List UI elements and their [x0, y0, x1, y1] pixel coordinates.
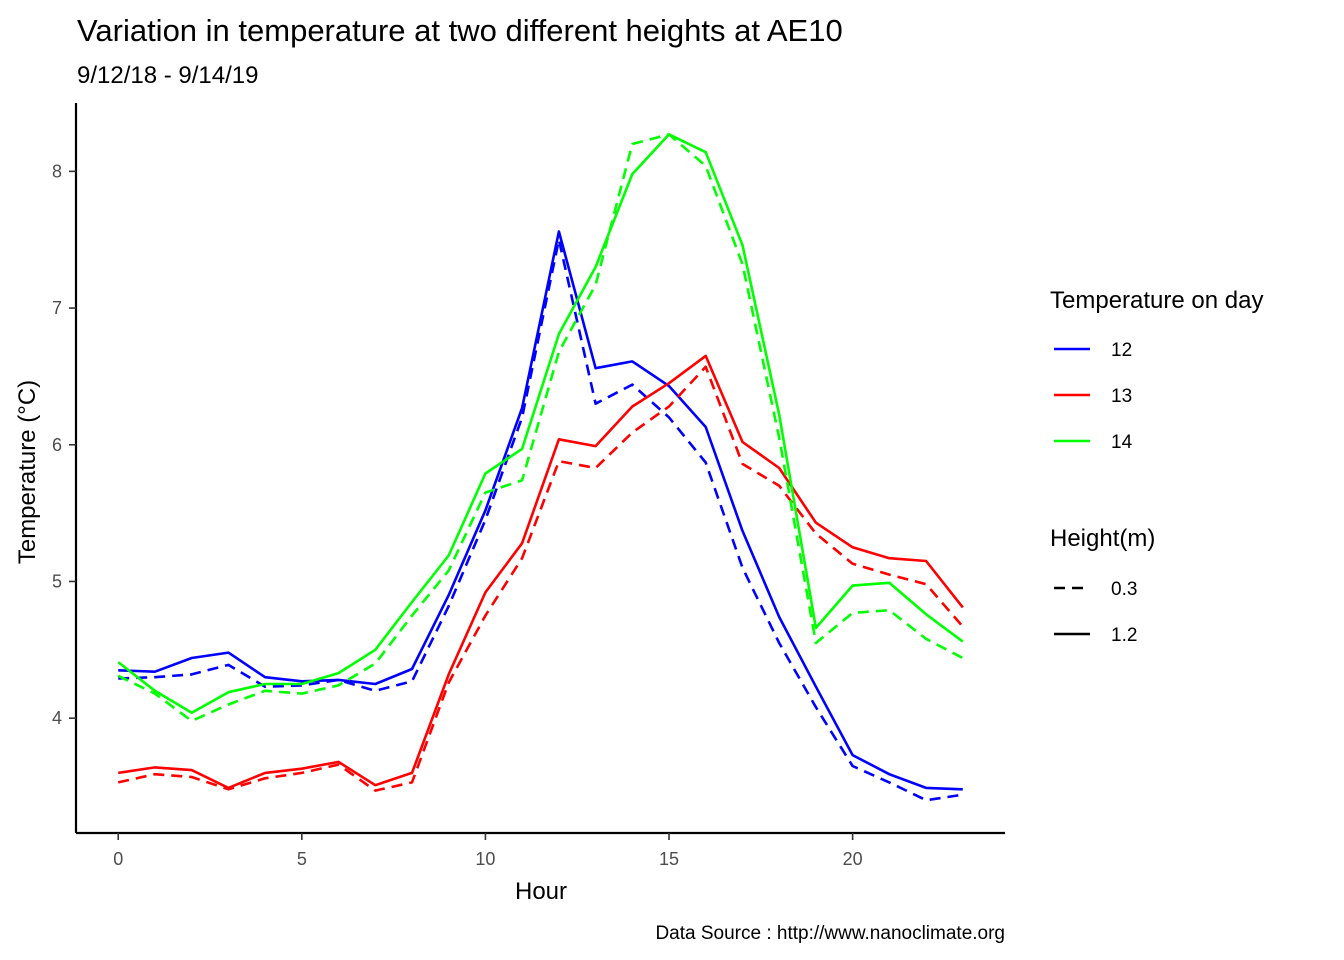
legend-label-day13: 13: [1111, 386, 1132, 407]
series-line-day13-h0_3: [117, 365, 964, 792]
legend-label-height-1_2: 1.2: [1111, 625, 1137, 646]
ticks: 0 5 10 15 20 4 5 6 7 8: [52, 161, 863, 869]
legend-color-title: Temperature on day: [1050, 287, 1263, 314]
series-line-day12-h1_2: [118, 230, 963, 791]
x-tick-label: 5: [297, 849, 307, 869]
legend-linetype-title: Height(m): [1050, 525, 1155, 552]
y-tick-label: 5: [52, 571, 62, 591]
series-line-day12-h0_3: [118, 238, 963, 802]
y-tick-label: 4: [52, 708, 62, 728]
legend-label-height-0_3: 0.3: [1111, 579, 1137, 600]
y-tick-label: 6: [52, 435, 62, 455]
plot-lines: [117, 133, 964, 802]
caption: Data Source : http://www.nanoclimate.org: [655, 923, 1005, 944]
chart-title: Variation in temperature at two differen…: [77, 13, 843, 48]
axes: [74, 103, 1005, 835]
series-line-day14-h1_2: [117, 133, 964, 715]
y-tick-label: 7: [52, 298, 62, 318]
x-tick-label: 15: [659, 849, 679, 869]
legend-label-day14: 14: [1111, 432, 1133, 453]
legend-label-day12: 12: [1111, 340, 1132, 361]
x-tick-label: 0: [113, 849, 123, 869]
chart-subtitle: 9/12/18 - 9/14/19: [77, 62, 258, 89]
legend-items: 12 13 14 0.3 1.2: [1054, 340, 1137, 646]
x-tick-label: 10: [475, 849, 495, 869]
x-axis-title: Hour: [515, 878, 567, 905]
legend: Temperature on day Height(m) 12 13 14 0.3 1.…: [1050, 287, 1263, 646]
y-tick-label: 8: [52, 161, 62, 181]
x-tick-label: 20: [843, 849, 863, 869]
series-line-day14-h0_3: [117, 133, 964, 723]
series-line-day13-h1_2: [118, 354, 964, 790]
y-axis-title: Temperature (°C): [14, 380, 41, 564]
